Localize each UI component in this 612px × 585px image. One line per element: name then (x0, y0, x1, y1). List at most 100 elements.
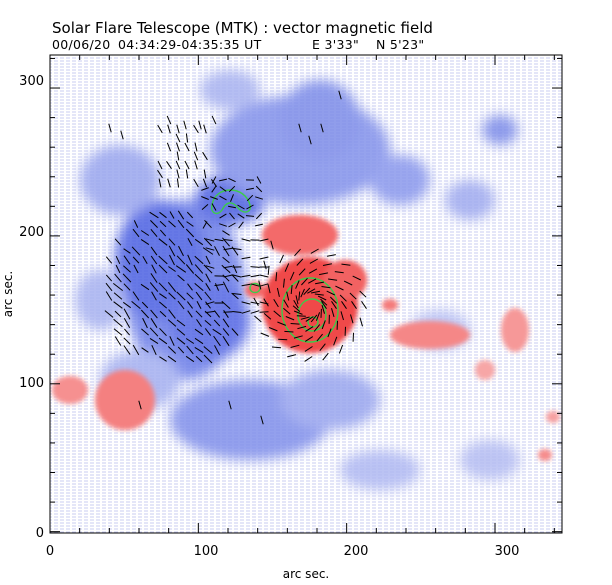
field-vector (283, 307, 291, 315)
field-vector (185, 228, 195, 238)
field-vector (194, 328, 204, 336)
field-vector (310, 248, 319, 254)
field-vector (295, 295, 299, 305)
figure-title: Solar Flare Telescope (MTK) : vector mag… (52, 19, 433, 37)
field-vector (138, 400, 142, 410)
field-vector (123, 317, 131, 329)
field-vector (232, 311, 242, 313)
field-vector (194, 273, 204, 283)
field-vector (177, 300, 185, 310)
field-vector (141, 347, 149, 353)
field-vector (176, 337, 186, 345)
field-vector (214, 310, 220, 318)
field-vector (201, 187, 209, 191)
field-vector (231, 292, 239, 300)
field-vector (284, 263, 290, 272)
field-vector (222, 245, 230, 257)
field-vector (203, 346, 213, 354)
field-vector (241, 238, 251, 242)
field-vector (263, 313, 272, 320)
field-vector (177, 219, 185, 229)
field-vector (185, 264, 195, 274)
field-vector (132, 344, 140, 356)
field-vector (300, 288, 305, 298)
field-vector (167, 178, 171, 188)
field-vector (331, 301, 337, 309)
field-vector (159, 327, 167, 337)
field-vector (176, 328, 186, 336)
field-vector (308, 135, 312, 145)
field-vector (310, 314, 318, 323)
field-vector (223, 265, 233, 269)
x-axis-tick-labels: 0 100 200 300 (46, 544, 520, 559)
field-vector (275, 272, 278, 282)
field-vector (123, 308, 131, 320)
field-vector (185, 133, 189, 143)
field-vector (335, 285, 344, 291)
field-vector (286, 291, 290, 301)
field-vector (223, 247, 233, 251)
field-vector (259, 301, 269, 305)
field-vector (273, 298, 279, 308)
field-vector (168, 245, 176, 257)
field-vector (201, 204, 209, 210)
field-vector (293, 300, 299, 309)
field-vector (176, 169, 180, 179)
field-vector (176, 151, 180, 161)
field-vector (241, 310, 251, 314)
field-vector (175, 133, 181, 143)
field-vector (232, 264, 238, 274)
field-vector (150, 228, 158, 238)
field-vector (141, 301, 149, 309)
field-vector (222, 281, 230, 293)
field-vector (222, 328, 230, 336)
field-vector (113, 301, 123, 309)
field-vector (131, 301, 141, 309)
field-vector (193, 151, 199, 161)
field-vector (214, 283, 220, 291)
field-vector (194, 283, 204, 291)
x-tick-label: 100 (194, 544, 219, 559)
plot-axes (49, 54, 563, 534)
field-vector (343, 280, 353, 286)
field-vector (186, 292, 194, 300)
field-vector (267, 284, 271, 294)
field-vector (276, 287, 280, 297)
field-vector (176, 124, 180, 134)
field-vector (300, 316, 310, 320)
field-vector (210, 179, 218, 187)
field-vector (123, 301, 131, 309)
field-vector (246, 204, 254, 210)
field-vector (203, 237, 213, 247)
field-vector (193, 124, 199, 134)
field-vector (283, 278, 285, 288)
y-tick-label: 0 (36, 526, 44, 541)
field-vector (339, 294, 347, 302)
field-vector (123, 283, 131, 291)
field-vector (245, 215, 255, 217)
field-vector (314, 293, 324, 296)
field-vector (258, 280, 262, 290)
field-vector (285, 316, 295, 321)
field-vector (166, 115, 172, 125)
field-vector (214, 283, 224, 287)
field-vector (141, 328, 149, 336)
field-vector (219, 186, 227, 192)
field-vector (230, 194, 234, 202)
field-vector (131, 246, 141, 256)
field-vector (255, 196, 263, 200)
field-vector (260, 415, 264, 425)
field-vector (214, 345, 220, 355)
field-vector (167, 281, 177, 293)
field-vector (112, 283, 124, 291)
field-vector (186, 221, 194, 227)
field-vector (250, 266, 260, 268)
field-vector (260, 332, 270, 337)
field-vector (176, 255, 186, 265)
field-vector (140, 230, 150, 236)
field-vector (122, 273, 132, 283)
field-vector (214, 238, 224, 242)
field-vector (115, 264, 121, 274)
field-vector (194, 255, 204, 265)
field-vector (132, 256, 140, 264)
